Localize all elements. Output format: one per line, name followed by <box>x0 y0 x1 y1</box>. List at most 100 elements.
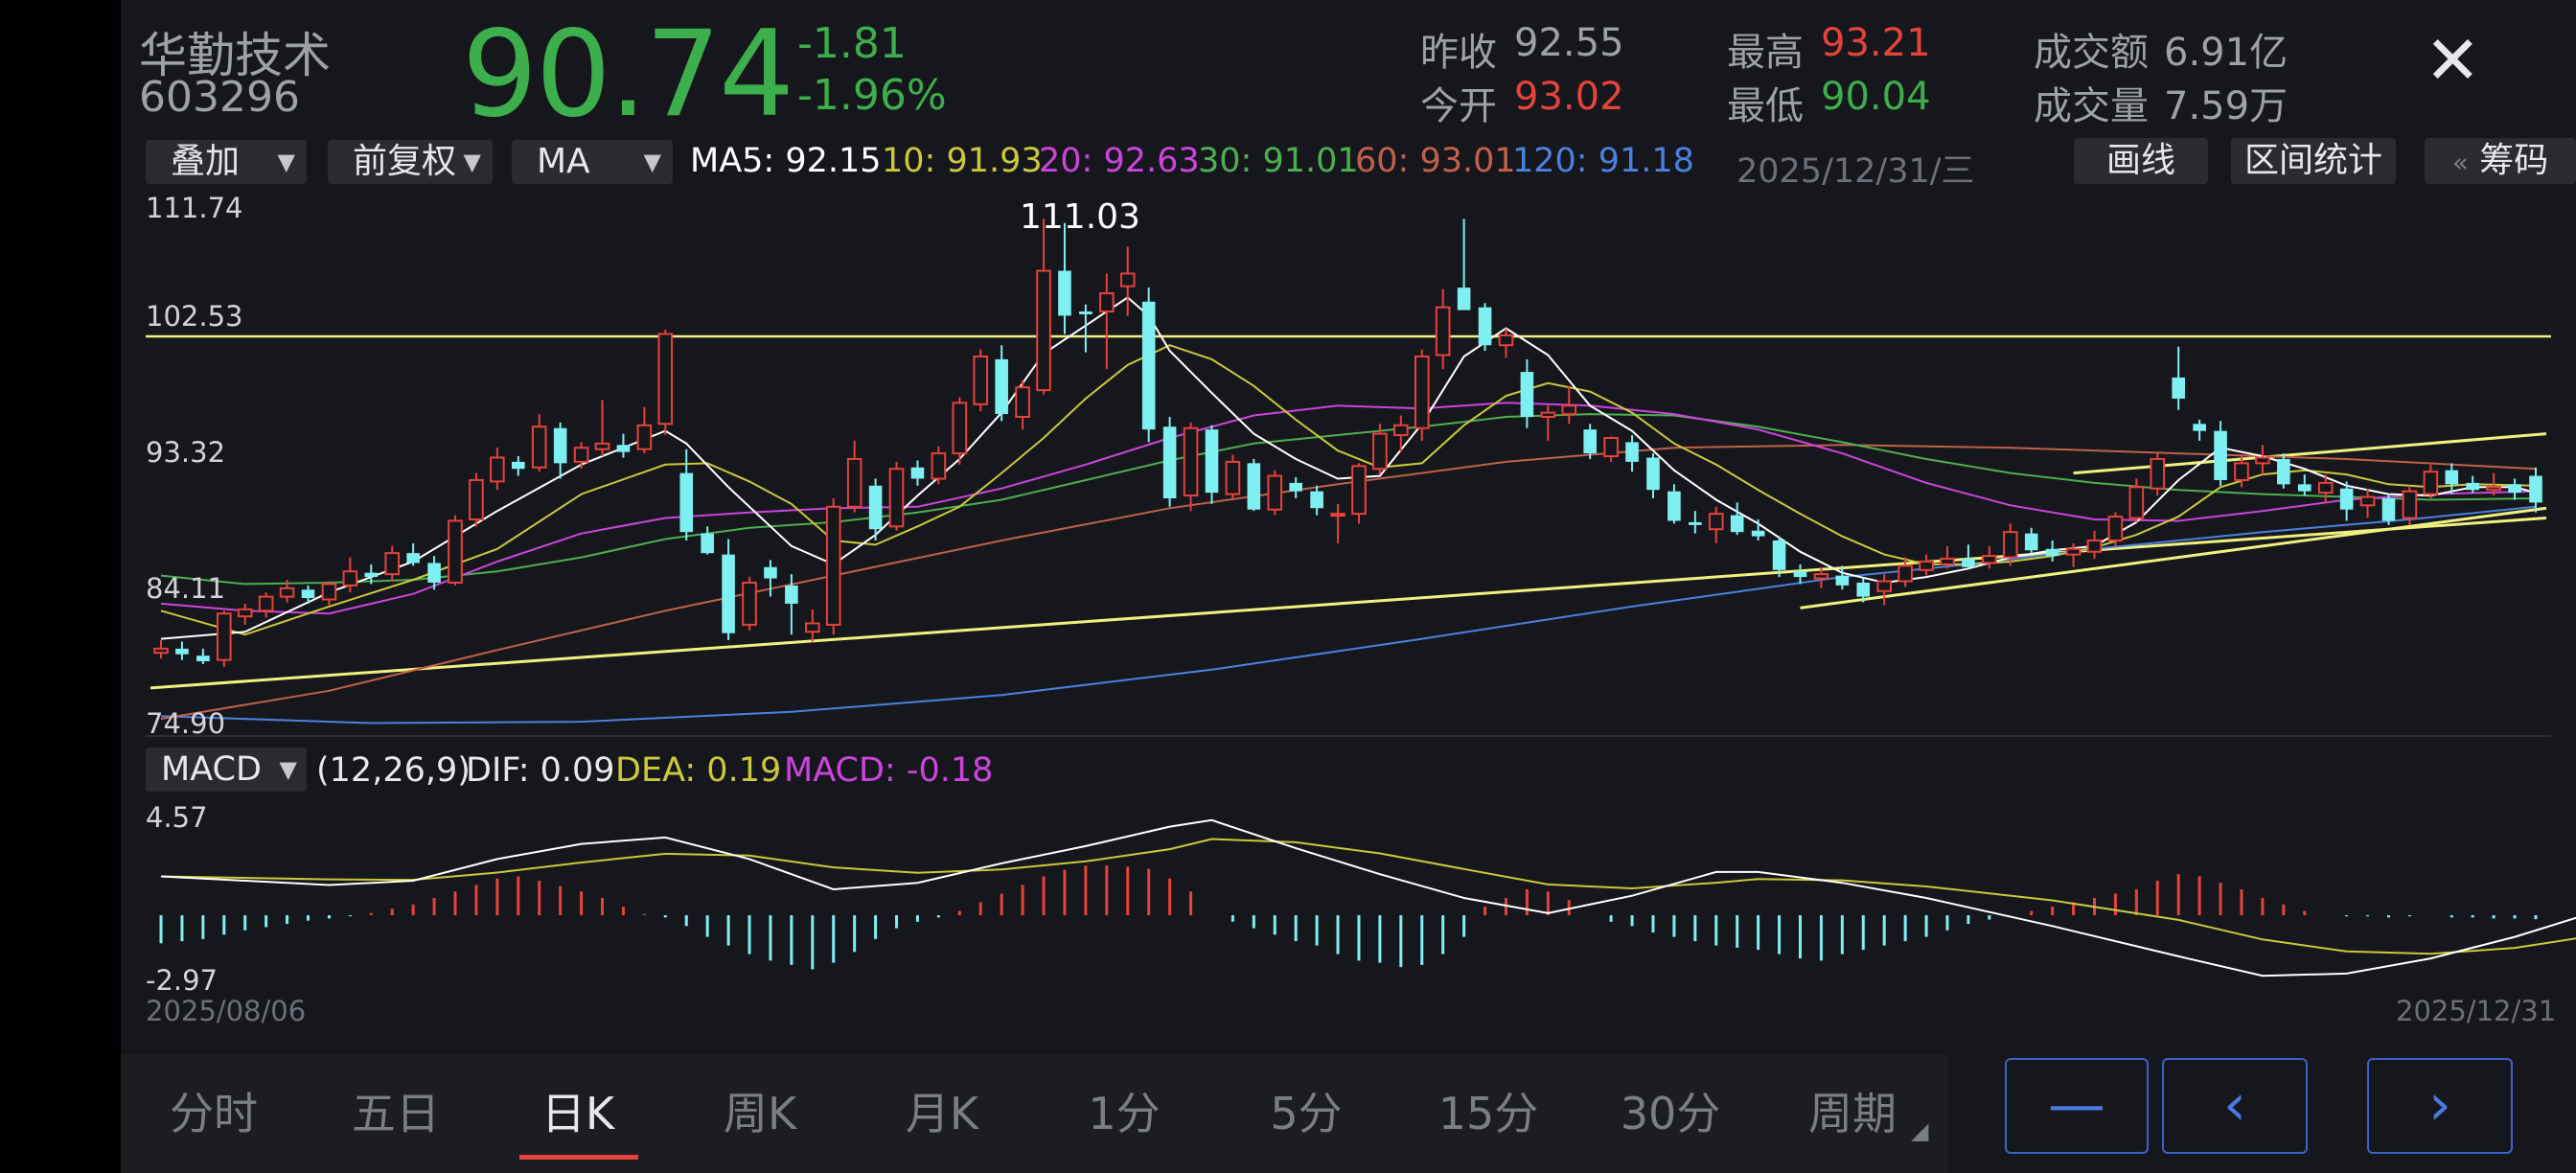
candle <box>2402 485 2418 525</box>
dea-line <box>160 838 2576 955</box>
tab-3[interactable]: 周K <box>723 1088 797 1139</box>
candle-body <box>1603 436 1619 458</box>
candle-body <box>153 647 169 655</box>
indicator-dropdown[interactable]: MA ▼ <box>512 140 673 184</box>
candle-body <box>2381 498 2396 521</box>
ma5-line <box>160 296 2537 640</box>
tab-6[interactable]: 5分 <box>1270 1088 1343 1139</box>
candle <box>2423 464 2439 499</box>
candle <box>321 581 337 606</box>
ma60-value: 60: 93.01 <box>1355 142 1516 180</box>
candle <box>1730 502 1744 536</box>
candle <box>1435 288 1451 370</box>
candle <box>1689 511 1702 534</box>
candle <box>1856 578 1871 603</box>
macd-chart[interactable] <box>0 0 2576 1016</box>
range-stats-button[interactable]: 区间统计 <box>2231 138 2396 184</box>
prev-close-value: 92.55 <box>1514 21 1624 65</box>
next-button[interactable]: › <box>2367 1058 2513 1154</box>
candle <box>1183 422 1199 512</box>
candle <box>1162 416 1177 507</box>
prev-button[interactable]: ‹ <box>2162 1058 2308 1154</box>
candle <box>2508 478 2521 500</box>
candle <box>616 433 631 458</box>
candle-body <box>1751 530 1765 537</box>
candle-body <box>1058 270 1071 316</box>
candle <box>448 515 463 586</box>
candle-body <box>785 585 798 604</box>
candle <box>1583 424 1597 459</box>
candle-body <box>258 595 274 612</box>
candle <box>531 414 547 472</box>
candle-body <box>1708 513 1724 531</box>
candle <box>1520 358 1534 428</box>
candle-body <box>952 402 968 455</box>
candle <box>2193 419 2206 441</box>
candle-body <box>1183 426 1199 497</box>
double-chevron-left-icon: « <box>2451 147 2469 178</box>
candle <box>384 545 401 582</box>
candle <box>1625 435 1639 472</box>
high-price-marker: 111.03 <box>1020 197 1140 237</box>
candle-body <box>1225 460 1241 495</box>
candle-body <box>1099 292 1115 313</box>
candlestick-chart[interactable] <box>0 0 2576 767</box>
end-date: 2025/12/31 <box>2396 995 2557 1027</box>
candle <box>1668 484 1681 524</box>
candle <box>2086 530 2103 560</box>
candle-body <box>1813 573 1829 580</box>
candle-body <box>2486 486 2501 492</box>
zoom-out-button[interactable]: — <box>2005 1058 2149 1154</box>
trend-line-1 <box>1800 506 2547 610</box>
ma5-value: MA5: 92.15 <box>690 142 882 180</box>
candle <box>701 526 714 555</box>
candle-body <box>427 563 441 583</box>
last-price: 90.74 <box>462 6 794 144</box>
candle-body <box>1498 334 1514 347</box>
adjust-dropdown[interactable]: 前复权 ▼ <box>328 140 493 184</box>
candle-body <box>679 472 694 533</box>
close-icon[interactable]: ✕ <box>2425 21 2481 100</box>
candle <box>1225 454 1241 500</box>
candle <box>1498 328 1514 358</box>
candle-body <box>2297 484 2312 492</box>
candle <box>1813 566 1829 588</box>
candle <box>1015 380 1030 430</box>
tab-7[interactable]: 15分 <box>1438 1088 1539 1139</box>
active-tab-indicator <box>519 1155 638 1160</box>
candle <box>573 442 589 470</box>
candle-body <box>1079 311 1092 314</box>
candle <box>594 400 610 457</box>
tab-2[interactable]: 日K <box>540 1088 615 1139</box>
candle-body <box>1015 386 1030 418</box>
candle <box>2024 527 2038 554</box>
macd-label: MACD <box>161 750 262 789</box>
macd-dropdown[interactable]: MACD ▼ <box>146 748 307 792</box>
chips-button[interactable]: « 筹码 <box>2425 138 2576 184</box>
tab-1[interactable]: 五日 <box>352 1088 440 1139</box>
macd-y-top: 4.57 <box>146 801 208 834</box>
candle-body <box>1689 521 1702 525</box>
candle-body <box>1919 560 1934 571</box>
candle-body <box>2339 488 2354 510</box>
candle-body <box>2150 457 2166 490</box>
tab-4[interactable]: 月K <box>905 1088 979 1139</box>
candle <box>1330 503 1346 543</box>
candle <box>1919 554 1934 576</box>
candle-body <box>1898 564 1913 583</box>
candle-body <box>2214 430 2227 480</box>
tab-8[interactable]: 30分 <box>1620 1088 1721 1139</box>
candle <box>1772 536 1786 578</box>
candle <box>196 648 210 664</box>
candle-body <box>384 552 401 576</box>
tab-0[interactable]: 分时 <box>170 1088 258 1139</box>
low-label: 最低 <box>1727 84 1804 128</box>
tab-5[interactable]: 1分 <box>1088 1088 1161 1139</box>
candle-body <box>364 572 379 578</box>
tab-9[interactable]: 周期 <box>1808 1088 1897 1139</box>
high-label: 最高 <box>1727 31 1804 75</box>
overlay-dropdown[interactable]: 叠加 ▼ <box>146 140 307 184</box>
dif-value: DIF: 0.09 <box>466 751 615 790</box>
draw-line-button[interactable]: 画线 <box>2074 138 2208 184</box>
candle-body <box>321 583 337 601</box>
